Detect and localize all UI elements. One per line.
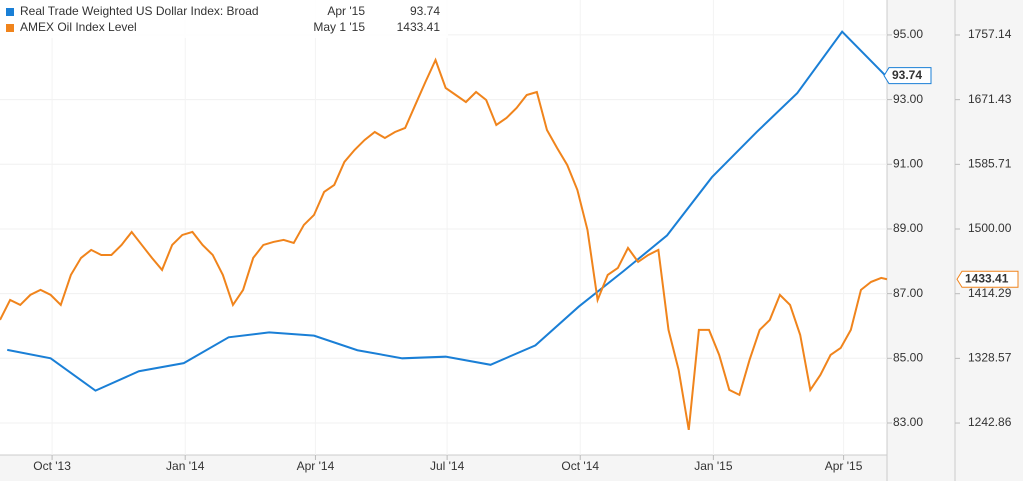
- legend-swatch: [6, 8, 14, 16]
- y-tick-label: 83.00: [893, 415, 923, 429]
- legend-swatch: [6, 24, 14, 32]
- y-tick-label: 85.00: [893, 350, 923, 364]
- y2-tick-label: 1328.57: [968, 351, 1012, 365]
- y-tick-label: 91.00: [893, 156, 923, 170]
- value-tag: [883, 67, 932, 85]
- y-tick-label: 89.00: [893, 221, 923, 235]
- legend: Real Trade Weighted US Dollar Index: Bro…: [0, 0, 448, 38]
- x-tick-label: Jan '14: [166, 459, 205, 473]
- value-tag: [956, 270, 1019, 288]
- y-tick-label: 87.00: [893, 286, 923, 300]
- grid: [0, 0, 960, 460]
- value-tag-label: 1433.41: [965, 271, 1009, 285]
- y2-tick-label: 1414.29: [968, 286, 1012, 300]
- x-axis-panel: [0, 455, 887, 481]
- x-tick-label: Oct '13: [33, 459, 71, 473]
- legend-label: Real Trade Weighted US Dollar Index: Bro…: [20, 4, 259, 18]
- y2-tick-label: 1500.00: [968, 221, 1012, 235]
- y2-tick-label: 1757.14: [968, 27, 1012, 41]
- legend-label: AMEX Oil Index Level: [20, 20, 137, 34]
- legend-date: May 1 '15: [313, 20, 365, 34]
- value-tag-label: 93.74: [892, 68, 922, 82]
- legend-date: Apr '15: [327, 4, 365, 18]
- y-tick-label: 93.00: [893, 92, 923, 106]
- x-tick-label: Apr '15: [825, 459, 863, 473]
- series-line: [7, 30, 887, 392]
- legend-value: 93.74: [410, 4, 440, 18]
- y2-tick-label: 1242.86: [968, 415, 1012, 429]
- y2-tick-label: 1585.71: [968, 157, 1012, 171]
- x-tick-label: Oct '14: [561, 459, 599, 473]
- y-tick-label: 95.00: [893, 27, 923, 41]
- legend-value: 1433.41: [397, 20, 441, 34]
- legend-box: [0, 0, 448, 38]
- x-tick-label: Jul '14: [430, 459, 465, 473]
- x-tick-label: Apr '14: [297, 459, 335, 473]
- series-line: [0, 57, 888, 431]
- y2-tick-label: 1671.43: [968, 92, 1012, 106]
- plot: [0, 30, 888, 431]
- x-tick-label: Jan '15: [694, 459, 733, 473]
